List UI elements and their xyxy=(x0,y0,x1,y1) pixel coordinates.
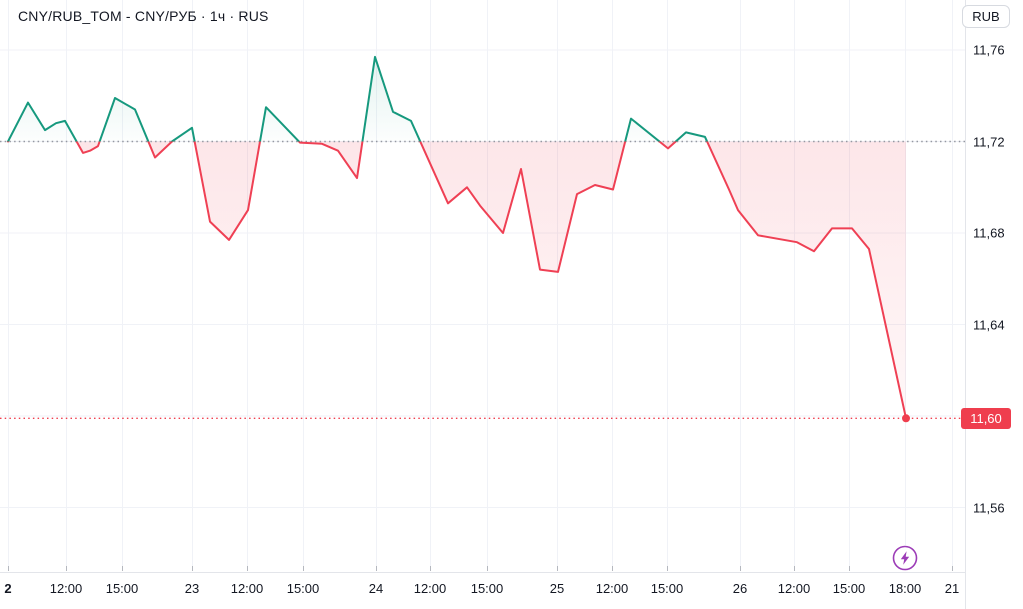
price-line-down xyxy=(7,141,907,420)
price-axis-label: 11,56 xyxy=(973,500,1005,515)
price-axis-label: 11,72 xyxy=(973,134,1005,149)
time-axis-label: 15:00 xyxy=(470,581,504,596)
last-price-badge: 11,60 xyxy=(961,407,1011,429)
time-axis-label: 15:00 xyxy=(286,581,320,596)
time-axis-label: 15:00 xyxy=(650,581,684,596)
time-axis-label: 18:00 xyxy=(888,581,922,596)
plot-area[interactable]: CNY/RUB_TOM - CNY/РУБ · 1ч · RUS xyxy=(0,0,965,572)
currency-chip[interactable]: RUB xyxy=(962,5,1010,28)
price-chart[interactable] xyxy=(0,0,965,572)
time-axis-label: 15:00 xyxy=(832,581,866,596)
time-axis-label: 12:00 xyxy=(413,581,447,596)
time-axis-label: 12:00 xyxy=(777,581,811,596)
time-axis[interactable]: 2 12:00 15:00 23 12:00 15:00 24 12:00 15:00 25 12:… xyxy=(0,572,965,609)
time-axis-label: 15:00 xyxy=(105,581,139,596)
price-axis-label: 11,64 xyxy=(973,317,1005,332)
instant-order-button[interactable] xyxy=(892,545,918,571)
symbol-title[interactable]: CNY/RUB_TOM - CNY/РУБ · 1ч · RUS xyxy=(18,8,269,24)
time-axis-label: 12:00 xyxy=(595,581,629,596)
price-axis-label: 11,76 xyxy=(973,42,1005,58)
time-axis-label: 12:00 xyxy=(49,581,83,596)
time-axis-label: 26 xyxy=(732,581,748,596)
time-axis-label: 12:00 xyxy=(230,581,264,596)
time-axis-label: 21 xyxy=(944,581,960,596)
lightning-bolt-icon xyxy=(892,545,918,571)
price-line-up xyxy=(7,55,709,142)
last-price-dot xyxy=(902,414,910,423)
time-axis-label: 24 xyxy=(368,581,384,596)
time-axis-label: 23 xyxy=(184,581,200,596)
price-axis-label: 11,68 xyxy=(973,225,1005,241)
area-fill-below-baseline xyxy=(8,141,906,419)
time-axis-label: 25 xyxy=(549,581,565,596)
time-axis-label: 2 xyxy=(4,581,12,596)
